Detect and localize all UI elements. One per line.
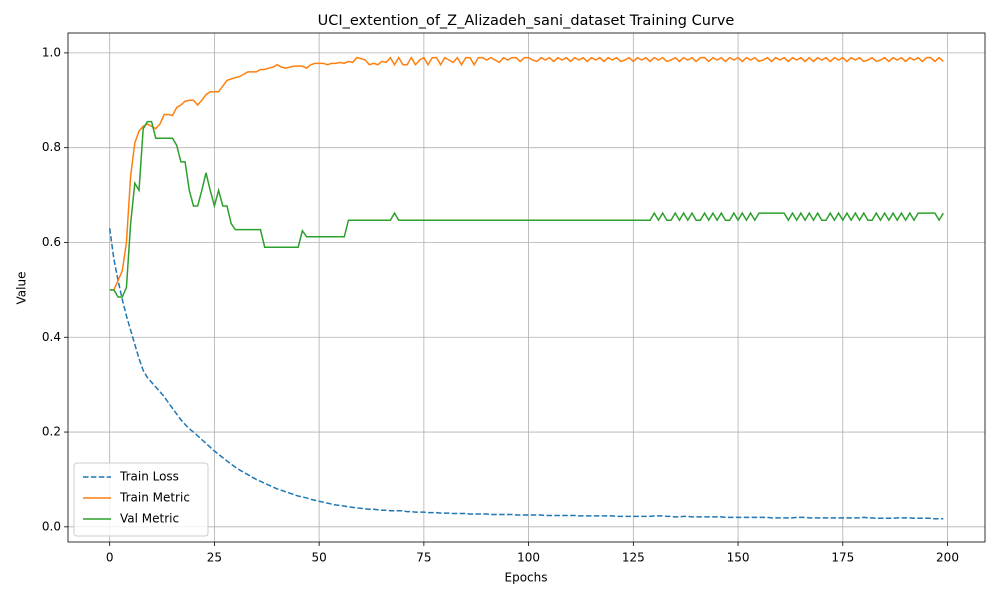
x-tick-label: 0 <box>106 551 114 565</box>
y-tick-label: 1.0 <box>42 45 61 59</box>
x-axis-label: Epochs <box>505 571 548 585</box>
y-tick-label: 0.4 <box>42 330 61 344</box>
chart-title: UCI_extention_of_Z_Alizadeh_sani_dataset… <box>318 13 735 29</box>
x-tick-label: 125 <box>622 551 645 565</box>
series-line <box>109 120 944 298</box>
legend-label: Val Metric <box>120 512 179 526</box>
plot-frame <box>67 32 986 543</box>
x-tick-label: 150 <box>727 551 750 565</box>
x-tick-label: 25 <box>207 551 222 565</box>
y-tick-label: 0.8 <box>42 140 61 154</box>
y-tick-label: 0.2 <box>42 425 61 439</box>
x-tick-label: 100 <box>517 551 540 565</box>
x-tick-label: 175 <box>831 551 854 565</box>
legend: Train Loss Train Metric Val Metric <box>73 462 209 537</box>
y-tick-label: 0.6 <box>42 235 61 249</box>
y-axis-label: Value <box>15 272 29 305</box>
x-tick-label: 75 <box>416 551 431 565</box>
legend-label: Train Metric <box>119 491 190 505</box>
series-line <box>109 56 944 291</box>
legend-label: Train Loss <box>119 470 179 484</box>
series-line <box>108 228 944 520</box>
y-tick-label: 0.0 <box>42 519 61 533</box>
x-tick-label: 50 <box>311 551 326 565</box>
x-tick-label: 200 <box>936 551 959 565</box>
legend-box <box>73 462 209 537</box>
